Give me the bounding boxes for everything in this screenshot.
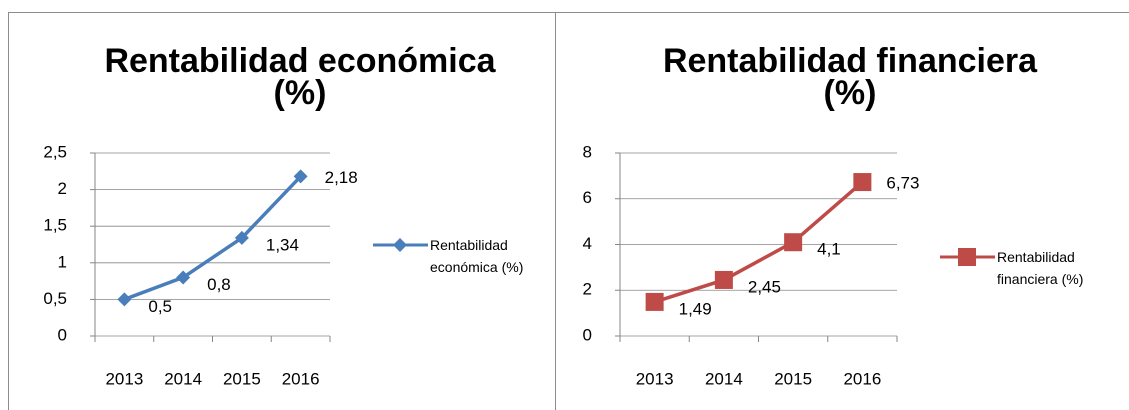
- y-tick-label: 1,5: [43, 216, 67, 235]
- marker: [234, 230, 249, 245]
- data-label: 4,1: [817, 240, 841, 259]
- chart-panel: [555, 12, 1129, 410]
- marker: [176, 270, 191, 285]
- data-label: 6,73: [886, 174, 919, 193]
- marker: [784, 233, 803, 252]
- y-tick-label: 4: [583, 234, 592, 253]
- x-tick-label: 2016: [282, 369, 320, 388]
- x-tick-label: 2013: [105, 369, 143, 388]
- y-tick-label: 0: [583, 325, 592, 344]
- x-tick-label: 2015: [774, 369, 812, 388]
- legend-label: Rentabilidad económica (%): [430, 237, 524, 275]
- marker: [393, 238, 407, 252]
- y-tick-label: 1: [58, 252, 67, 271]
- x-tick-label: 2015: [223, 369, 261, 388]
- data-label: 0,5: [148, 297, 172, 316]
- y-tick-label: 2: [583, 280, 592, 299]
- chart-title: Rentabilidad financiera (%): [662, 42, 1038, 112]
- chart-title: Rentabilidad económica (%): [104, 42, 496, 112]
- x-tick-label: 2013: [636, 369, 674, 388]
- marker: [645, 292, 664, 311]
- marker: [853, 173, 872, 192]
- x-tick-label: 2014: [164, 369, 202, 388]
- line: [654, 180, 864, 304]
- y-tick-label: 8: [583, 142, 592, 161]
- data-label: 2,45: [748, 277, 781, 296]
- y-tick-label: 0: [58, 325, 67, 344]
- y-tick-label: 6: [583, 188, 592, 207]
- data-label: 1,34: [266, 235, 299, 254]
- x-tick-label: 2016: [843, 369, 881, 388]
- marker: [958, 248, 976, 266]
- legend-label: Rentabilidad financiera (%): [997, 249, 1084, 287]
- y-tick-label: 2: [58, 179, 67, 198]
- marker: [117, 292, 132, 307]
- y-tick-label: 0,5: [43, 289, 67, 308]
- data-label: 2,18: [325, 168, 358, 187]
- line: [123, 175, 302, 302]
- y-tick-label: 2,5: [43, 142, 67, 161]
- marker: [293, 169, 308, 184]
- data-label: 1,49: [679, 299, 712, 318]
- marker: [714, 270, 733, 289]
- data-label: 0,8: [207, 275, 231, 294]
- x-tick-label: 2014: [705, 369, 743, 388]
